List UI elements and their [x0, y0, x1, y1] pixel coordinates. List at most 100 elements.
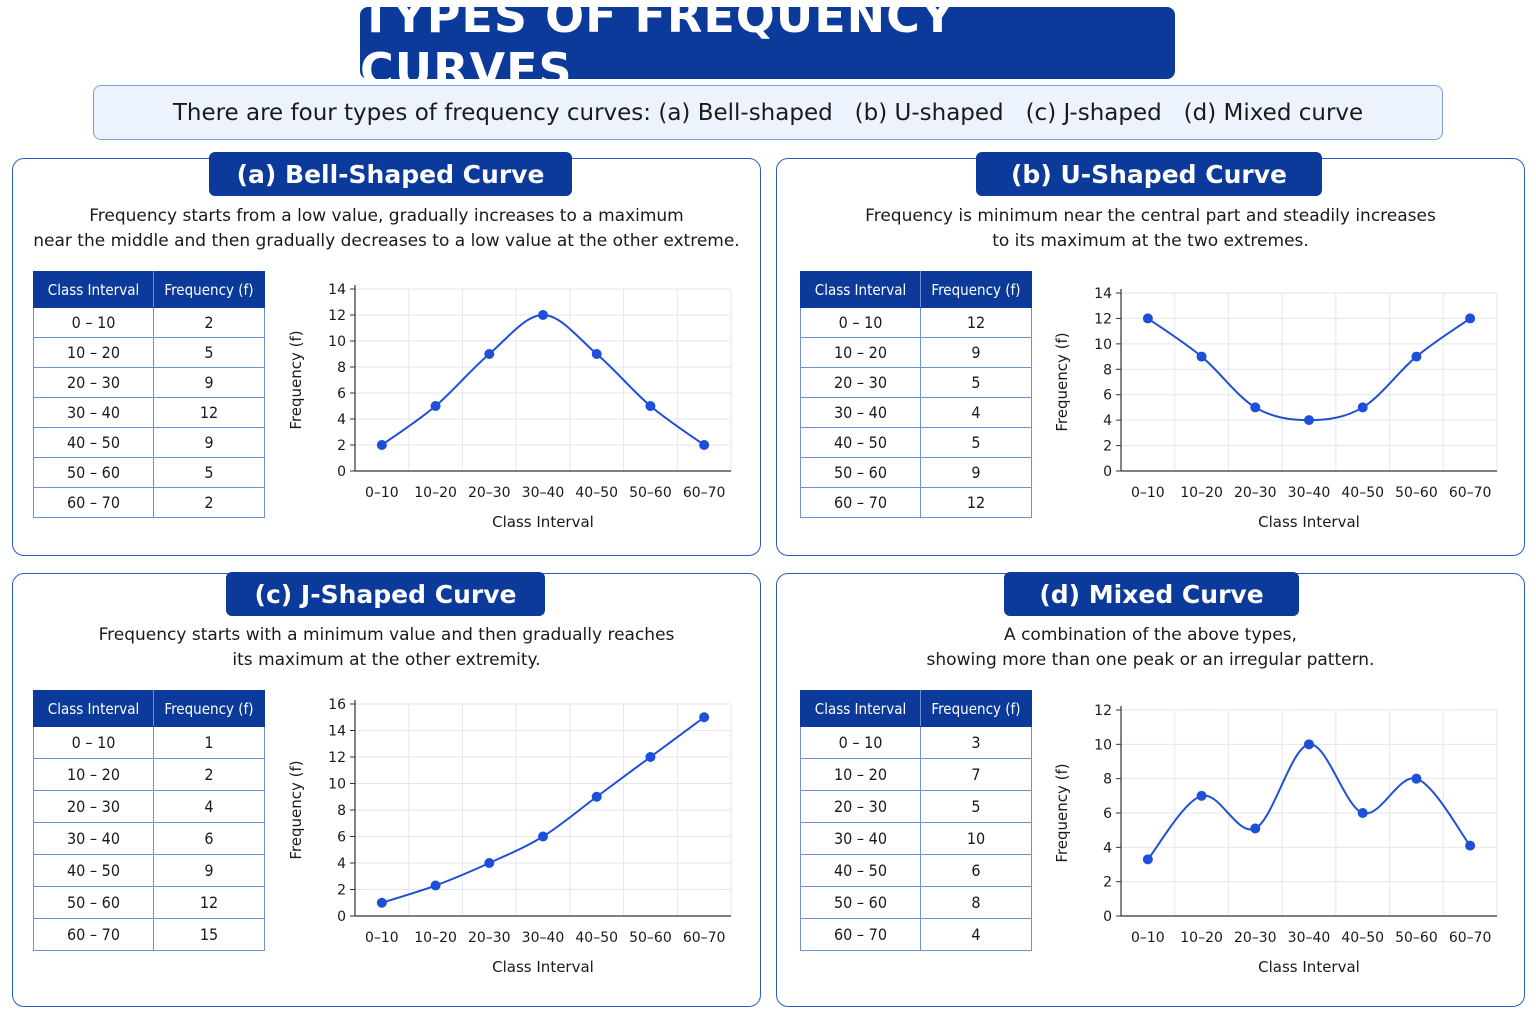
y-tick-label: 8 — [337, 360, 346, 376]
column-header-frequency: Frequency (f) — [153, 690, 265, 727]
bell-shaped-chart: 0 2 4 6 8 10 12 14 0–10 10–20 20–30 30–40 40–50 50–60… — [287, 282, 732, 531]
class-interval-cell: 10 – 20 — [33, 337, 154, 368]
class-interval-cell: 60 – 70 — [33, 487, 154, 518]
data-point — [376, 440, 387, 450]
x-tick-label: 40–50 — [575, 485, 618, 501]
frequency-cell: 8 — [920, 886, 1032, 919]
y-axis-label: Frequency (f) — [1053, 763, 1071, 862]
table-row: 40 – 50 9 — [33, 854, 265, 887]
y-tick-label: 2 — [1103, 875, 1112, 891]
y-tick-label: 4 — [1103, 413, 1112, 429]
y-tick-label: 10 — [328, 777, 346, 793]
table-row: 40 – 50 6 — [800, 854, 1032, 887]
class-interval-cell: 40 – 50 — [33, 427, 154, 458]
panel-bell-shaped: (a) Bell-Shaped Curve Frequency starts f… — [12, 152, 761, 556]
u-shaped-chart: 0 2 4 6 8 10 12 14 0–10 10–20 20–30 30–40 40–50 50–60… — [1053, 286, 1498, 531]
frequency-cell: 1 — [153, 726, 265, 759]
data-point — [1411, 351, 1422, 362]
y-tick-label: 4 — [337, 856, 346, 872]
frequency-cell: 9 — [153, 854, 265, 887]
table-row: 30 – 40 4 — [800, 397, 1032, 428]
frequency-table: Class Interval Frequency (f) 0 – 10 12 10 – … — [800, 271, 1032, 518]
x-tick-label: 20–30 — [468, 485, 511, 501]
x-tick-label: 40–50 — [1341, 930, 1384, 946]
data-point — [430, 401, 441, 411]
y-tick-label: 12 — [1094, 311, 1112, 327]
table-header-row: Class Interval Frequency (f) — [33, 690, 265, 727]
x-tick-label: 0–10 — [365, 930, 399, 946]
y-tick-label: 12 — [1094, 703, 1112, 719]
data-point — [591, 791, 602, 802]
y-tick-label: 6 — [1103, 388, 1112, 404]
class-interval-cell: 60 – 70 — [33, 918, 154, 951]
data-point — [699, 440, 710, 450]
table-row: 50 – 60 12 — [33, 886, 265, 919]
panel-u-shaped: (b) U-Shaped Curve Frequency is minimum … — [776, 152, 1525, 556]
data-point — [699, 712, 710, 723]
data-point — [1304, 415, 1314, 426]
y-tick-label: 4 — [337, 412, 346, 428]
data-point — [1142, 313, 1153, 324]
frequency-cell: 4 — [920, 397, 1032, 428]
panel-description: Frequency starts from a low value, gradu… — [33, 206, 740, 251]
x-tick-label: 50–60 — [629, 485, 672, 501]
y-tick-label: 10 — [1094, 737, 1112, 753]
table-row: 0 – 10 1 — [33, 726, 265, 759]
x-tick-label: 60–70 — [683, 930, 726, 946]
data-point — [538, 310, 548, 320]
x-tick-label: 50–60 — [1395, 930, 1438, 946]
table-row: 30 – 40 10 — [800, 822, 1032, 855]
frequency-cell: 10 — [920, 822, 1032, 855]
data-point — [430, 880, 441, 891]
frequency-cell: 7 — [920, 758, 1032, 791]
x-axis-label: Class Interval — [492, 958, 594, 976]
table-row: 20 – 30 9 — [33, 367, 265, 398]
class-interval-cell: 60 – 70 — [800, 918, 921, 951]
table-row: 20 – 30 5 — [800, 367, 1032, 398]
table-row: 50 – 60 5 — [33, 457, 265, 488]
column-header-interval: Class Interval — [800, 271, 921, 308]
data-point — [484, 349, 495, 359]
panel-title: (c) J-Shaped Curve — [226, 572, 545, 616]
table-row: 0 – 10 2 — [33, 307, 265, 338]
data-point — [1250, 823, 1261, 834]
y-tick-label: 0 — [1103, 464, 1112, 480]
frequency-cell: 2 — [153, 758, 265, 791]
y-tick-label: 16 — [328, 697, 346, 713]
x-tick-label: 30–40 — [522, 485, 565, 501]
y-tick-label: 8 — [337, 803, 346, 819]
x-tick-label: 10–20 — [414, 485, 457, 501]
class-interval-cell: 20 – 30 — [800, 367, 921, 398]
intro-text: There are four types of frequency curves… — [93, 85, 1443, 140]
data-point — [1357, 808, 1368, 818]
frequency-cell: 12 — [153, 886, 265, 919]
x-tick-label: 40–50 — [1341, 485, 1384, 501]
class-interval-cell: 40 – 50 — [800, 427, 921, 458]
frequency-cell: 3 — [920, 726, 1032, 759]
class-interval-cell: 50 – 60 — [800, 457, 921, 488]
panel-description: Frequency is minimum near the central pa… — [865, 206, 1436, 251]
class-interval-cell: 20 – 30 — [33, 367, 154, 398]
x-tick-label: 20–30 — [468, 930, 511, 946]
data-point — [591, 349, 602, 359]
frequency-cell: 5 — [920, 367, 1032, 398]
data-point — [645, 401, 656, 411]
data-point — [1465, 313, 1476, 324]
frequency-cell: 4 — [153, 790, 265, 823]
table-row: 20 – 30 4 — [33, 790, 265, 823]
table-row: 50 – 60 8 — [800, 886, 1032, 919]
table-row: 40 – 50 9 — [33, 427, 265, 458]
y-tick-label: 6 — [337, 386, 346, 402]
panel-j-shaped: (c) J-Shaped Curve Frequency starts with… — [12, 572, 761, 1007]
x-tick-label: 40–50 — [575, 930, 618, 946]
table-row: 30 – 40 6 — [33, 822, 265, 855]
x-tick-label: 60–70 — [683, 485, 726, 501]
x-tick-label: 60–70 — [1449, 930, 1492, 946]
x-axis-label: Class Interval — [1258, 513, 1360, 531]
frequency-cell: 5 — [153, 337, 265, 368]
class-interval-cell: 10 – 20 — [800, 758, 921, 791]
data-point — [1304, 739, 1314, 750]
y-tick-label: 14 — [1094, 286, 1112, 302]
table-header-row: Class Interval Frequency (f) — [800, 690, 1032, 727]
table-row: 10 – 20 7 — [800, 758, 1032, 791]
